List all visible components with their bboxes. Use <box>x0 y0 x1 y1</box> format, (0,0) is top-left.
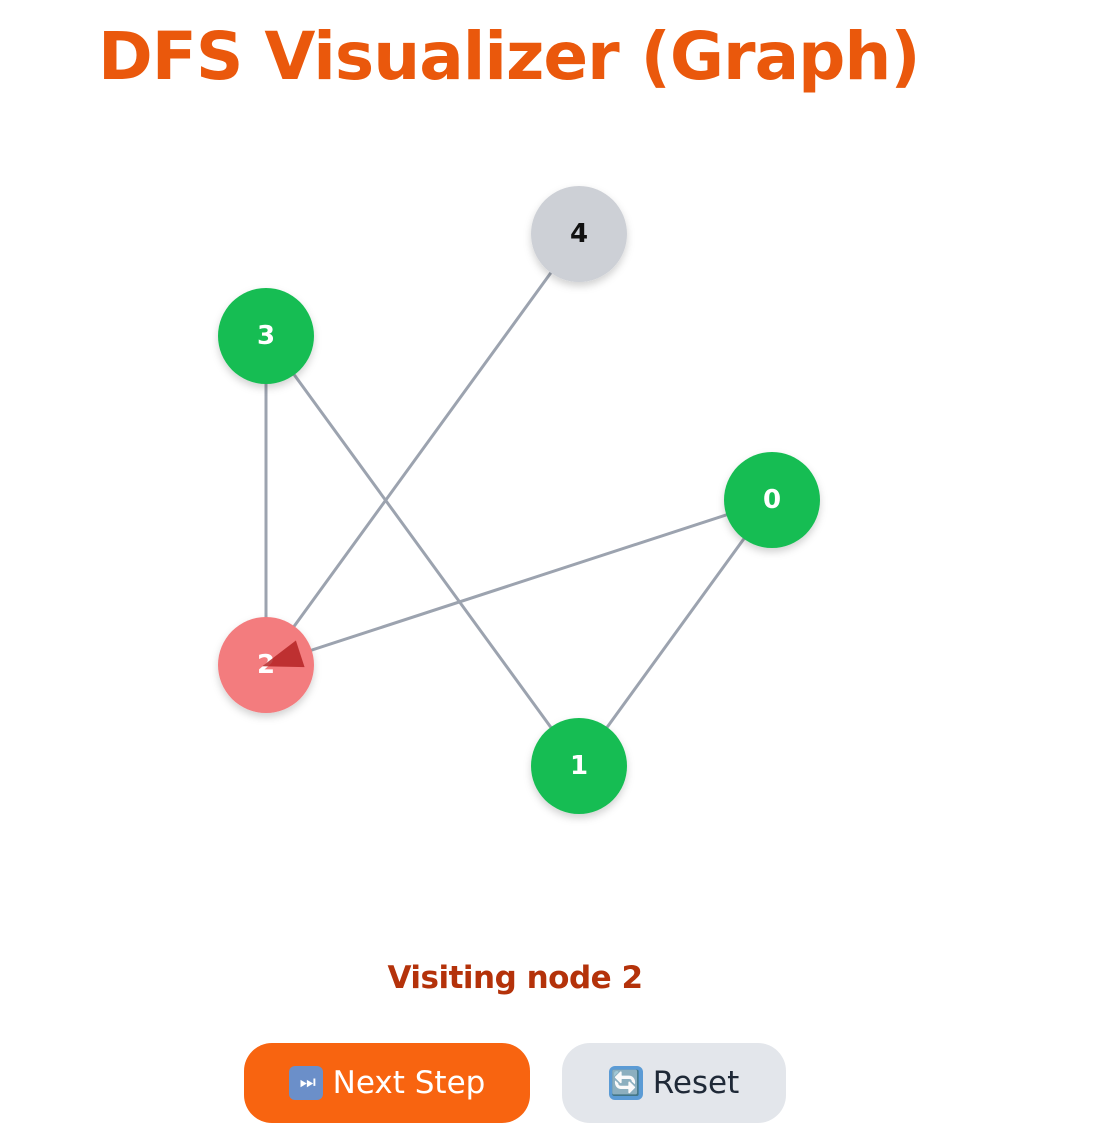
graph-node-circle <box>531 718 627 814</box>
page-title: DFS Visualizer (Graph) <box>98 18 920 95</box>
status-message: Visiting node 2 <box>387 960 643 996</box>
traversal-arrowhead <box>262 640 305 668</box>
refresh-icon: 🔄 <box>608 1066 643 1100</box>
graph-node-3: 3 <box>218 288 314 384</box>
graph-node-circle <box>531 186 627 282</box>
skip-forward-icon: ⏭ <box>288 1066 323 1100</box>
graph-edge-0-2 <box>265 498 773 667</box>
graph-node-label: 1 <box>570 751 588 781</box>
next-step-button[interactable]: ⏭ Next Step <box>244 1043 530 1123</box>
graph-edge-1-3 <box>264 335 581 767</box>
graph-node-circle <box>724 452 820 548</box>
graph-node-label: 0 <box>763 485 781 515</box>
next-step-label: Next Step <box>332 1065 486 1101</box>
graph-node-label: 3 <box>257 321 275 351</box>
graph-edges <box>264 233 774 767</box>
graph-node-4: 4 <box>531 186 627 282</box>
graph-node-0: 0 <box>724 452 820 548</box>
reset-label: Reset <box>652 1065 740 1101</box>
graph-edge-0-1 <box>577 499 774 767</box>
graph-node-1: 1 <box>531 718 627 814</box>
graph-node-circle <box>218 288 314 384</box>
graph-node-label: 4 <box>570 219 588 249</box>
graph-edge-2-4 <box>264 233 581 666</box>
reset-button[interactable]: 🔄 Reset <box>562 1043 786 1123</box>
